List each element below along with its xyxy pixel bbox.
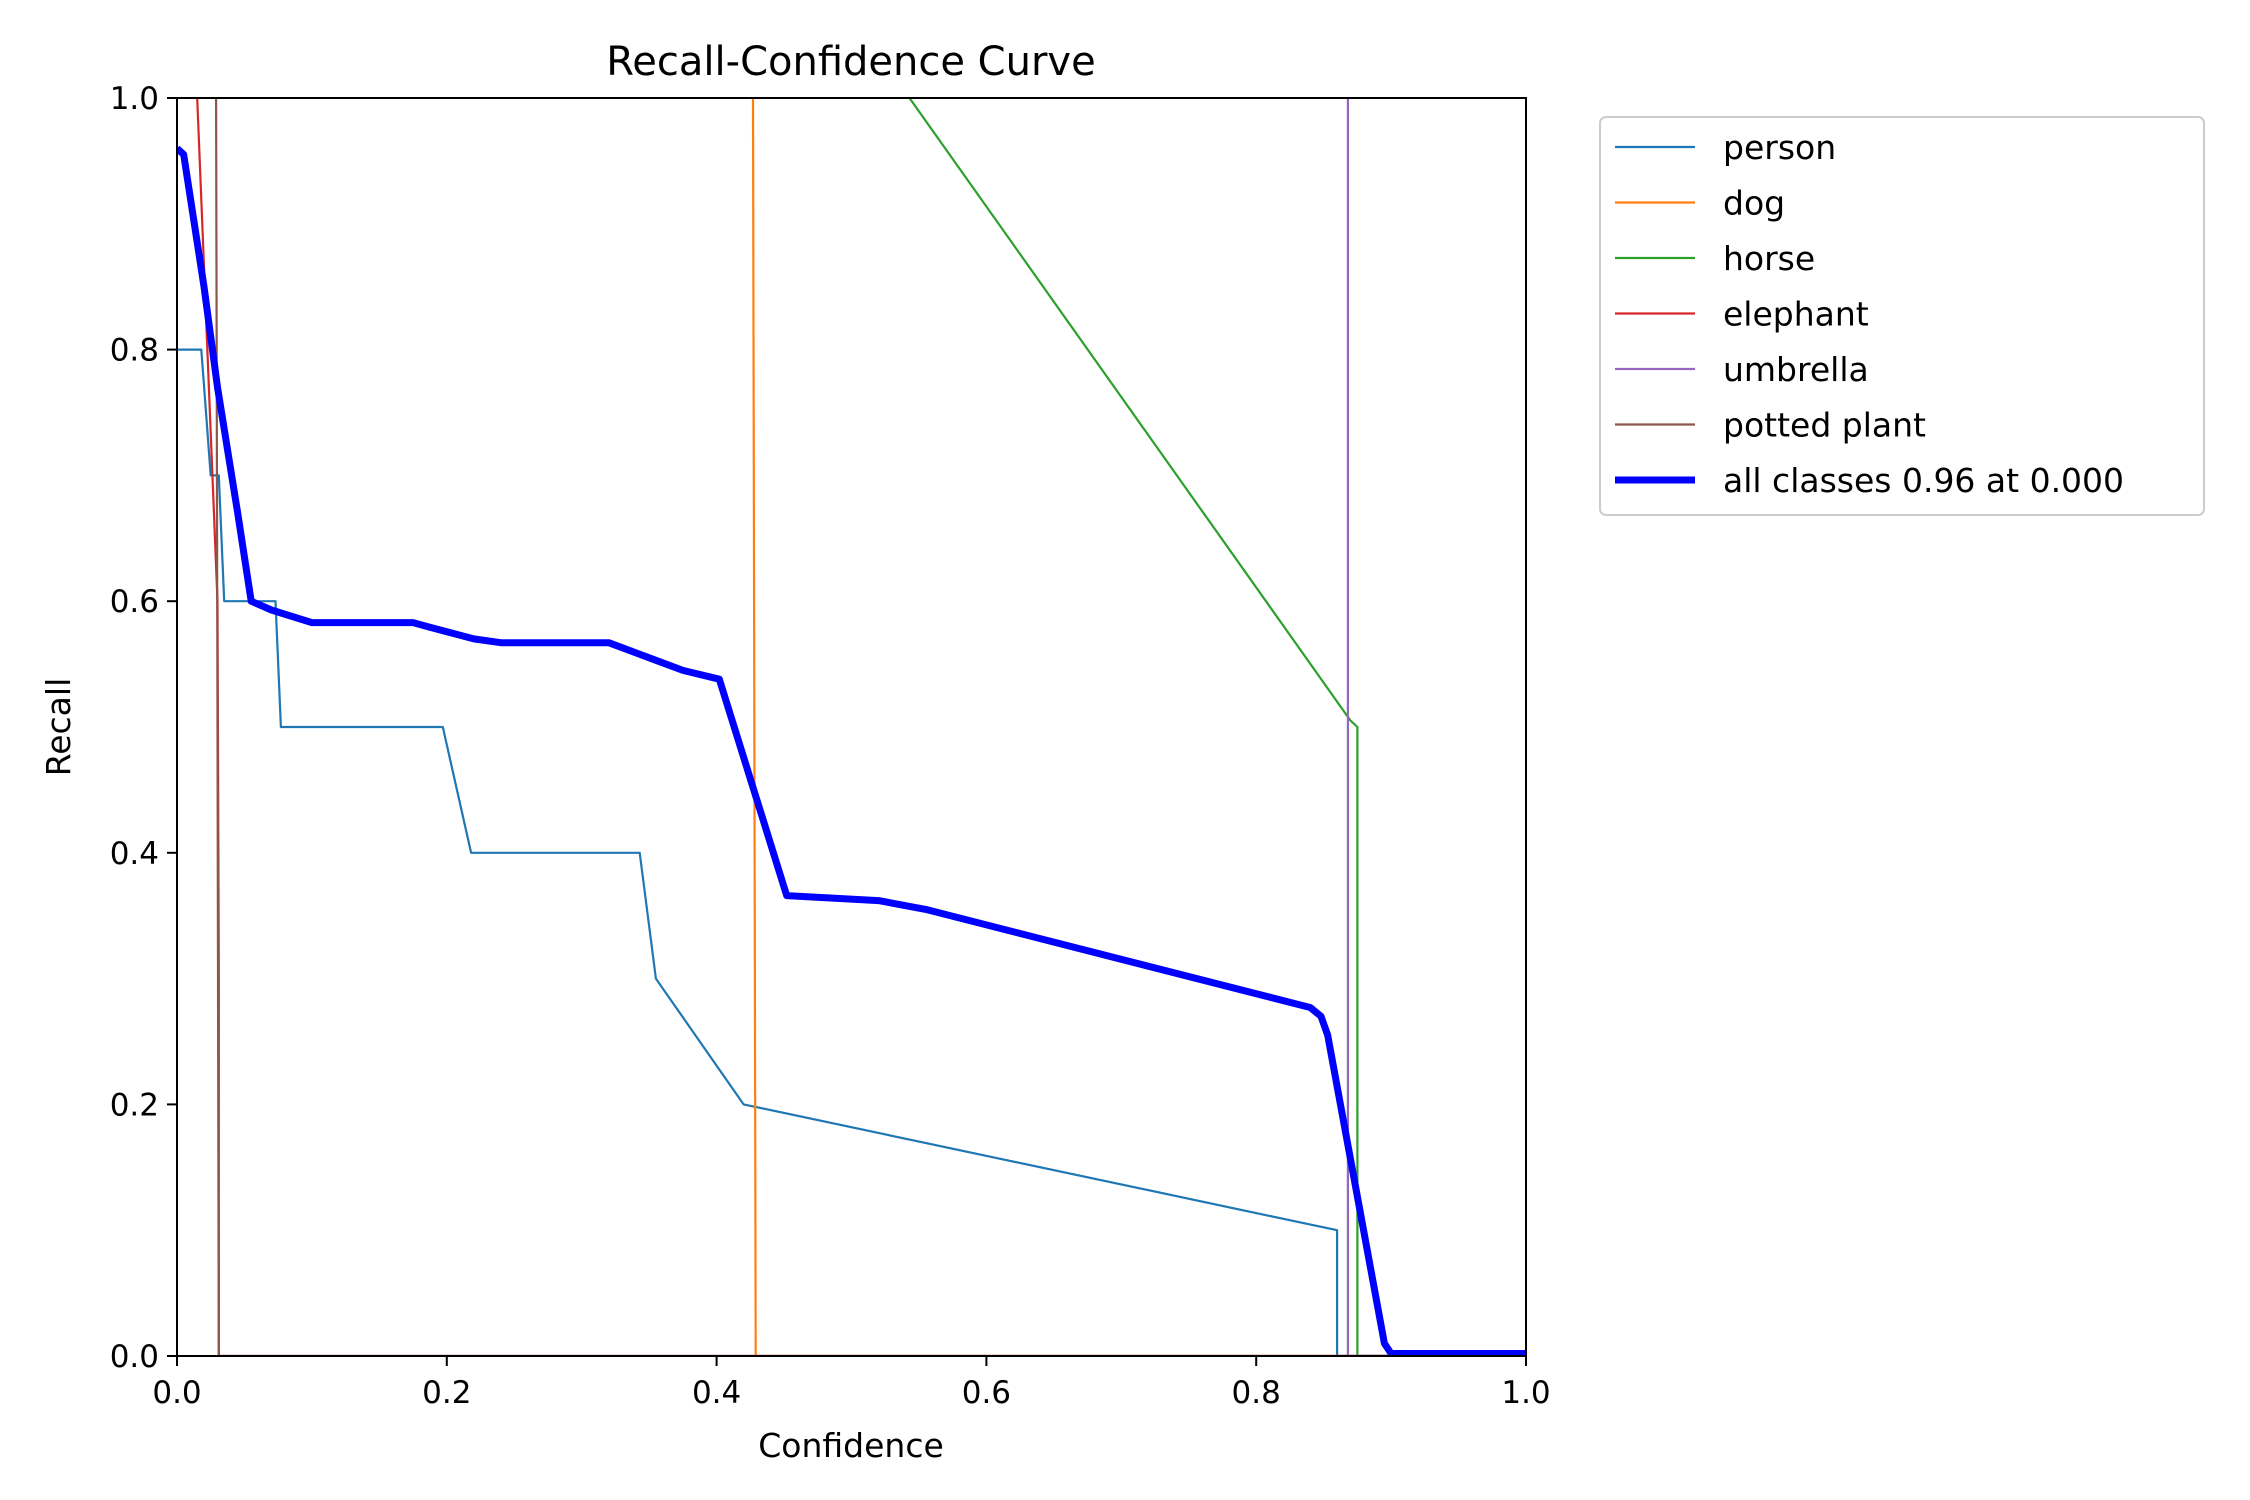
series-layer xyxy=(177,98,1526,1356)
legend-label: dog xyxy=(1723,184,1785,223)
legend-label: potted plant xyxy=(1723,406,1926,445)
x-tick-label: 1.0 xyxy=(1501,1375,1550,1411)
y-tick-label: 0.4 xyxy=(110,836,159,872)
x-tick-label: 0.8 xyxy=(1232,1375,1281,1411)
legend-label: horse xyxy=(1723,239,1815,278)
x-axis-label: Confidence xyxy=(758,1426,944,1465)
series-line-3 xyxy=(908,98,1526,1356)
chart-title: Recall-Confidence Curve xyxy=(606,39,1095,85)
series-line-6 xyxy=(215,98,1526,1356)
y-tick-label: 0.6 xyxy=(110,584,159,620)
legend-label: elephant xyxy=(1723,295,1869,334)
legend-label: umbrella xyxy=(1723,350,1869,389)
series-line-1 xyxy=(177,348,1526,1356)
y-axis: 0.0 0.2 0.4 0.6 0.8 1.0 xyxy=(110,81,177,1375)
y-tick-label: 0.8 xyxy=(110,333,159,369)
x-tick-label: 0.4 xyxy=(692,1375,741,1411)
x-tick-label: 0.2 xyxy=(422,1375,471,1411)
y-tick-label: 0.0 xyxy=(110,1339,159,1375)
y-tick-label: 1.0 xyxy=(110,81,159,117)
plot-frame xyxy=(176,97,1527,1357)
legend-frame xyxy=(1599,116,2205,516)
legend-items: person dog horse elephant umbrella potted pla… xyxy=(1615,128,2124,500)
series-line-5 xyxy=(1346,98,1526,1356)
series-line-2 xyxy=(751,98,1526,1356)
legend-label: person xyxy=(1723,128,1836,167)
y-axis-label: Recall xyxy=(39,678,78,776)
x-tick-label: 0.0 xyxy=(152,1375,201,1411)
x-tick-label: 0.6 xyxy=(962,1375,1011,1411)
x-axis: 0.0 0.2 0.4 0.6 0.8 1.0 xyxy=(152,1356,1551,1411)
y-tick-label: 0.2 xyxy=(110,1087,159,1123)
legend-label: all classes 0.96 at 0.000 xyxy=(1723,461,2124,500)
series-line-7 xyxy=(177,145,1526,1356)
legend: person dog horse elephant umbrella potted pla… xyxy=(1599,116,2205,516)
